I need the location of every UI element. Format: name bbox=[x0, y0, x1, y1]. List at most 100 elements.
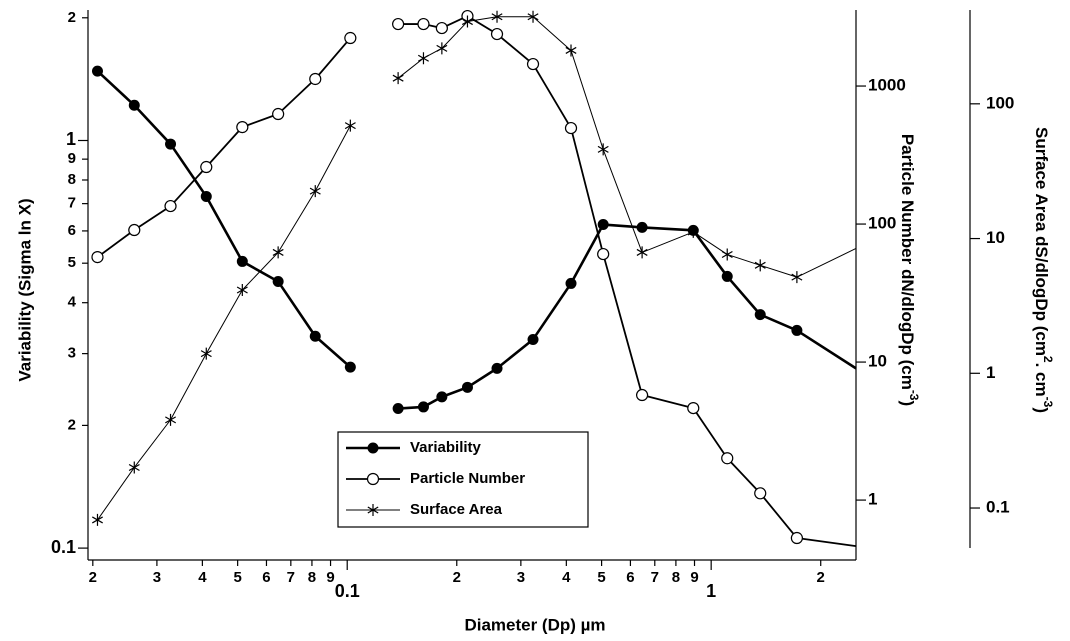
x-tick-label: 2 bbox=[89, 569, 97, 586]
y2-label-text: Particle Number dN/dlogDp (cm bbox=[898, 134, 917, 390]
point bbox=[636, 221, 648, 233]
point bbox=[392, 403, 404, 415]
point bbox=[272, 275, 284, 287]
x-tick-label: 9 bbox=[690, 569, 698, 586]
point bbox=[687, 401, 700, 415]
y2-tick-label: 100 bbox=[868, 214, 896, 233]
y2-label-end: ) bbox=[898, 400, 917, 406]
y3-label-sup: -3 bbox=[1041, 397, 1055, 408]
x-tick-label: 3 bbox=[153, 569, 161, 586]
x-tick-label: 1 bbox=[706, 581, 716, 601]
point bbox=[754, 309, 766, 321]
point bbox=[200, 160, 213, 174]
point bbox=[436, 391, 448, 403]
y3-label-mid: . cm bbox=[1032, 363, 1051, 397]
y3-tick-label: 1 bbox=[986, 363, 995, 382]
point bbox=[597, 143, 609, 156]
x-tick-label: 4 bbox=[198, 569, 207, 586]
point bbox=[597, 219, 609, 231]
point bbox=[272, 107, 285, 121]
point bbox=[790, 531, 803, 545]
point bbox=[636, 246, 648, 259]
point bbox=[309, 330, 321, 342]
x-tick-label: 0.1 bbox=[335, 581, 360, 601]
x-tick-label: 7 bbox=[651, 569, 659, 586]
point bbox=[344, 119, 356, 132]
y-tick-label: 7 bbox=[68, 195, 76, 212]
point bbox=[526, 57, 540, 71]
point bbox=[721, 270, 733, 282]
x-tick-label: 7 bbox=[287, 569, 295, 586]
point bbox=[164, 199, 177, 213]
point bbox=[236, 284, 248, 297]
point bbox=[461, 381, 473, 393]
point bbox=[527, 10, 539, 23]
point bbox=[435, 21, 448, 35]
point bbox=[344, 361, 356, 373]
series-line bbox=[96, 70, 857, 410]
y-tick-label: 1 bbox=[66, 129, 76, 149]
point bbox=[635, 388, 649, 402]
x-tick-label: 2 bbox=[817, 569, 825, 586]
point bbox=[597, 247, 610, 261]
x-tick-label: 2 bbox=[453, 569, 461, 586]
legend-label: Particle Number bbox=[410, 470, 525, 487]
y-tick-label: 2 bbox=[68, 416, 76, 433]
point bbox=[309, 72, 322, 86]
y2-axis-label: Particle Number dN/dlogDp (cm-3) bbox=[898, 134, 921, 406]
point bbox=[392, 72, 404, 85]
legend-label: Surface Area bbox=[410, 501, 503, 518]
y-tick-label: 3 bbox=[68, 345, 76, 362]
point bbox=[366, 472, 380, 486]
point bbox=[200, 347, 212, 360]
y3-label-end: ) bbox=[1032, 407, 1051, 413]
y-tick-label: 0.1 bbox=[51, 537, 76, 557]
x-tick-label: 4 bbox=[562, 569, 571, 586]
point bbox=[128, 223, 141, 237]
y-tick-label: 2 bbox=[68, 9, 76, 26]
point bbox=[527, 333, 539, 345]
point bbox=[128, 461, 140, 474]
x-tick-label: 8 bbox=[308, 569, 316, 586]
point bbox=[491, 10, 503, 23]
point bbox=[754, 259, 766, 272]
y2-tick-label: 1 bbox=[868, 490, 877, 509]
point bbox=[200, 190, 212, 202]
x-tick-label: 3 bbox=[517, 569, 525, 586]
y-tick-label: 6 bbox=[68, 222, 76, 239]
point bbox=[417, 401, 429, 413]
point bbox=[721, 248, 733, 261]
point bbox=[490, 27, 504, 41]
legend: Variability Particle Number Surface Area bbox=[337, 431, 589, 528]
x-tick-label: 5 bbox=[597, 569, 605, 586]
point bbox=[128, 99, 140, 111]
y2-label-sup: -3 bbox=[907, 390, 921, 401]
y-tick-label: 8 bbox=[68, 171, 76, 188]
point bbox=[367, 442, 379, 454]
y-tick-label: 9 bbox=[68, 150, 76, 167]
point bbox=[687, 225, 699, 238]
point bbox=[344, 31, 357, 45]
point bbox=[367, 504, 379, 516]
x-tick-label: 8 bbox=[672, 569, 680, 586]
x-tick-label: 6 bbox=[262, 569, 270, 586]
point bbox=[565, 44, 577, 57]
point bbox=[392, 17, 405, 31]
point bbox=[791, 271, 803, 284]
y3-tick-label: 100 bbox=[986, 93, 1014, 112]
x-tick-label: 6 bbox=[626, 569, 634, 586]
point bbox=[165, 138, 177, 150]
point bbox=[565, 277, 577, 289]
point bbox=[721, 452, 734, 465]
point bbox=[564, 121, 578, 135]
legend-label: Variability bbox=[410, 439, 482, 456]
point bbox=[309, 185, 321, 198]
point bbox=[91, 251, 104, 264]
y3-axis-label: Surface Area dS/dlogDp (cm2. cm-3) bbox=[1032, 127, 1055, 413]
point bbox=[754, 487, 767, 500]
point bbox=[791, 324, 803, 336]
y-tick-label: 5 bbox=[68, 254, 76, 271]
point bbox=[436, 42, 448, 55]
y-tick-label: 4 bbox=[68, 294, 77, 311]
point bbox=[417, 52, 429, 65]
